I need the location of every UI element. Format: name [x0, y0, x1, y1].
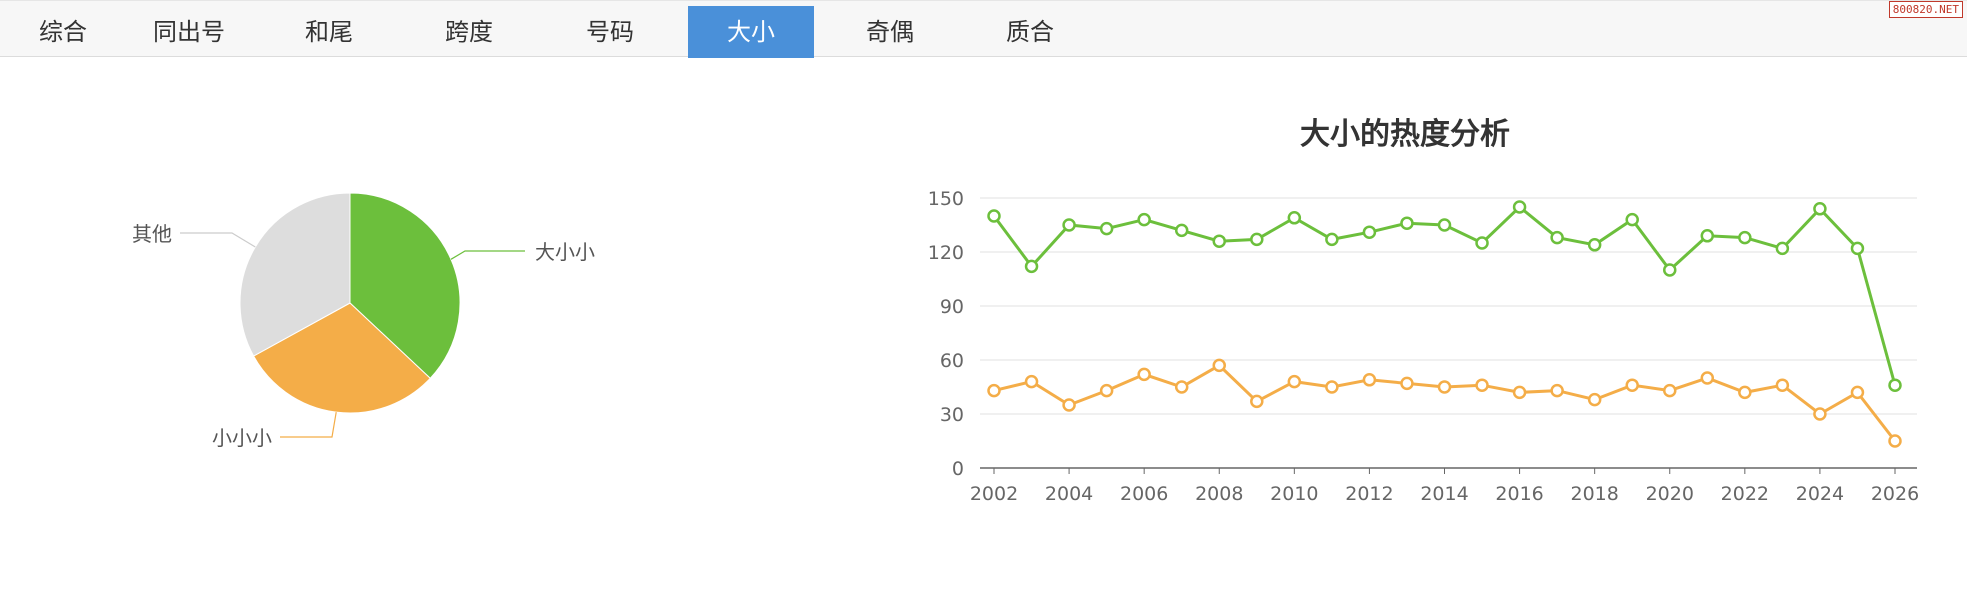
data-point [1287, 374, 1302, 389]
data-point [1137, 367, 1151, 382]
x-tick-label: 2008 [1195, 483, 1243, 505]
data-point [1512, 200, 1527, 214]
y-tick-label: 150 [928, 188, 964, 210]
site-watermark: 800820.NET [1888, 1, 1963, 18]
data-point [1625, 378, 1639, 392]
data-point [1099, 221, 1114, 236]
pie-label-line [180, 232, 256, 248]
pie-label: 大小小 [535, 240, 595, 264]
y-tick-label: 90 [940, 296, 964, 318]
tab-kuadu[interactable]: 跨度 [445, 18, 493, 46]
data-point [1738, 385, 1752, 400]
series-line [993, 363, 1897, 442]
data-point [1700, 371, 1715, 385]
data-point [1888, 378, 1902, 392]
data-point [1663, 383, 1677, 398]
data-point [1475, 236, 1489, 250]
tab-zhihe[interactable]: 质合 [1006, 18, 1054, 46]
x-tick-label: 2018 [1570, 483, 1618, 505]
tab-zonghe[interactable]: 综合 [39, 18, 87, 46]
x-tick-label: 2012 [1345, 483, 1393, 505]
data-point [1550, 230, 1564, 245]
data-point [1587, 238, 1602, 252]
y-tick-label: 0 [952, 458, 964, 480]
data-point [1700, 229, 1715, 243]
x-tick-label: 2002 [970, 483, 1018, 505]
x-tick-label: 2022 [1721, 483, 1769, 505]
series-line [992, 204, 1897, 386]
data-point [1775, 378, 1790, 392]
x-tick-label: 2004 [1045, 483, 1093, 505]
data-point [1174, 223, 1189, 238]
data-point [1475, 378, 1489, 392]
data-point [1400, 376, 1414, 391]
data-point [1512, 385, 1527, 400]
pie-label-line [280, 412, 337, 438]
chart-title: 大小的热度分析 [1300, 117, 1510, 152]
data-point [987, 209, 1001, 223]
pie-label: 小小小 [212, 426, 272, 450]
data-point [1250, 232, 1264, 247]
data-point [1663, 263, 1677, 277]
data-point [1137, 212, 1151, 227]
data-point [1775, 241, 1790, 256]
tab-tongchuhao[interactable]: 同出号 [153, 18, 225, 46]
y-tick-label: 60 [940, 350, 964, 372]
data-point [1437, 218, 1452, 232]
tab-bar: 综合 同出号 和尾 跨度 号码 大小 奇偶 质合 [0, 0, 1967, 58]
data-point [1174, 380, 1189, 394]
data-point [1325, 380, 1339, 394]
x-tick-label: 2020 [1646, 483, 1694, 505]
data-point [1587, 392, 1602, 407]
x-tick-label: 2014 [1420, 483, 1468, 505]
data-point [1212, 358, 1226, 373]
data-point [1888, 434, 1902, 448]
line-chart: 大小的热度分析 0 30 60 90 120 150 2002 2004 2006 2008 201… [928, 117, 1919, 505]
data-point [1850, 385, 1865, 400]
data-point [1813, 407, 1827, 421]
data-point [1362, 373, 1377, 387]
y-tick-label: 30 [940, 404, 964, 426]
data-point [1250, 394, 1264, 409]
data-point [1625, 212, 1639, 227]
x-tick-label: 2024 [1796, 483, 1844, 505]
data-point [1325, 232, 1339, 247]
x-tick-label: 2006 [1120, 483, 1168, 505]
data-point [1062, 218, 1076, 232]
y-tick-label: 120 [928, 242, 964, 264]
tab-hewei[interactable]: 和尾 [305, 18, 353, 46]
data-point [1738, 230, 1752, 245]
tab-daxiao[interactable]: 大小 [688, 6, 814, 58]
data-point [1024, 374, 1039, 389]
pie-label: 其他 [132, 222, 172, 246]
data-point [1437, 380, 1452, 394]
tab-haoma[interactable]: 号码 [586, 18, 634, 46]
data-point [987, 383, 1001, 398]
pie-slice [239, 192, 351, 357]
x-tick-label: 2010 [1270, 483, 1318, 505]
x-tick-label: 2016 [1495, 483, 1543, 505]
data-point [1813, 202, 1827, 216]
data-point [1212, 234, 1226, 248]
tab-jiou[interactable]: 奇偶 [866, 18, 914, 46]
pie-label-line [450, 250, 525, 260]
x-tick-label: 2026 [1871, 483, 1919, 505]
data-point [1850, 241, 1865, 256]
data-point [1362, 225, 1377, 239]
data-point [1024, 259, 1039, 274]
data-point [1287, 211, 1302, 225]
data-point [1062, 398, 1076, 412]
data-point [1400, 216, 1414, 230]
data-point [1550, 383, 1564, 398]
data-point [1099, 383, 1114, 398]
